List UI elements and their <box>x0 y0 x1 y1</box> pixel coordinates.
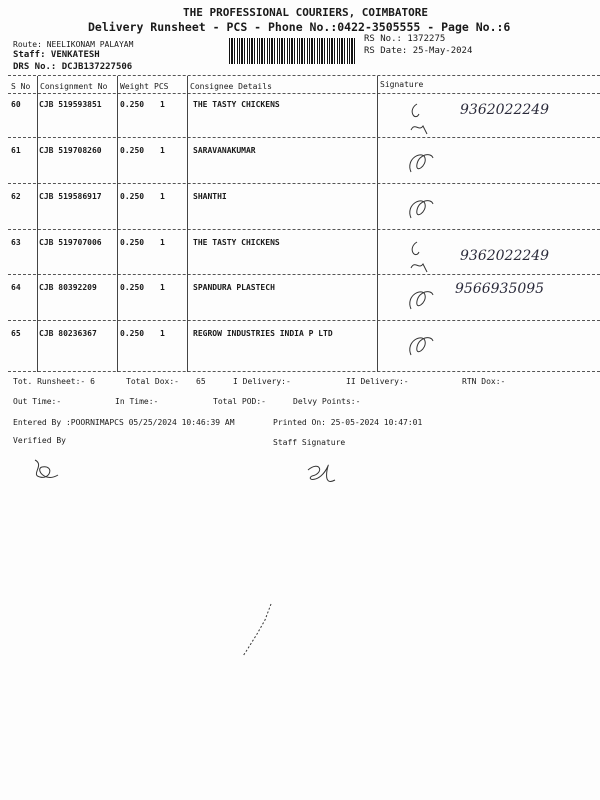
col-consignment: Consignment No <box>40 82 108 91</box>
row-pcs: 1 <box>160 146 165 155</box>
route: Route: NEELIKONAM PALAYAM <box>13 40 134 49</box>
pen-mark <box>242 603 272 657</box>
row-consignment-no: CJB 519593851 <box>39 100 102 109</box>
staff: Staff: VENKATESH <box>13 50 100 60</box>
tot-runsheet: Tot. Runsheet:- 6 <box>13 377 95 386</box>
rs-number: RS No.: 1372275 <box>364 34 446 44</box>
row-pcs: 1 <box>160 192 165 201</box>
printed-on: Printed On: 25-05-2024 10:47:01 <box>273 418 423 427</box>
recipient-signature <box>409 200 434 219</box>
row-weight: 0.250 <box>120 329 145 338</box>
row-sno: 60 <box>11 100 21 109</box>
row-consignee: SARAVANAKUMAR <box>193 146 256 155</box>
row-consignee: REGROW INDUSTRIES INDIA P LTD <box>193 329 333 338</box>
rs-date: RS Date: 25-May-2024 <box>364 46 473 56</box>
col-weight: Weight <box>120 82 149 91</box>
row-consignment-no: CJB 80236367 <box>39 329 97 338</box>
row-sno: 63 <box>11 238 21 247</box>
row-weight: 0.250 <box>120 100 145 109</box>
col-signature: Signature <box>380 80 424 89</box>
row-weight: 0.250 <box>120 146 145 155</box>
row-consignee: SPANDURA PLASTECH <box>193 283 275 292</box>
verified-by: Verified By <box>13 436 66 445</box>
col-sno: S No <box>11 82 31 91</box>
handwritten-phone-note: 9566935095 <box>455 281 545 297</box>
row-pcs: 1 <box>160 283 165 292</box>
recipient-signature <box>410 241 428 273</box>
row-consignment-no: CJB 519586917 <box>39 192 102 201</box>
row-sno: 64 <box>11 283 21 292</box>
col-consignee: Consignee Details <box>190 82 272 91</box>
row-weight: 0.250 <box>120 283 145 292</box>
row-sno: 62 <box>11 192 21 201</box>
handwritten-phone-note: 9362022249 <box>460 102 550 118</box>
row-consignment-no: CJB 519707006 <box>39 238 102 247</box>
row-consignment-no: CJB 519708260 <box>39 146 102 155</box>
i-delivery: I Delivery:- <box>233 377 291 386</box>
row-pcs: 1 <box>160 100 165 109</box>
runsheet-subtitle: Delivery Runsheet - PCS - Phone No.:0422… <box>88 20 511 34</box>
row-pcs: 1 <box>160 238 165 247</box>
total-dox-value: 65 <box>196 377 206 386</box>
in-time: In Time:- <box>115 397 159 406</box>
row-consignee: THE TASTY CHICKENS <box>193 238 280 247</box>
entered-by: Entered By :POORNIMAPCS 05/25/2024 10:46… <box>13 418 235 427</box>
drs-number: DRS No.: DCJB137227506 <box>13 62 133 72</box>
row-weight: 0.250 <box>120 192 145 201</box>
barcode <box>229 38 357 64</box>
delvy-points: Delvy Points:- <box>293 397 361 406</box>
row-pcs: 1 <box>160 329 165 338</box>
row-consignee: SHANTHI <box>193 192 227 201</box>
row-weight: 0.250 <box>120 238 145 247</box>
out-time: Out Time:- <box>13 397 62 406</box>
handwritten-phone-note: 9362022249 <box>460 248 550 264</box>
total-dox: Total Dox:- <box>126 377 179 386</box>
col-pcs: PCS <box>154 82 169 91</box>
total-pod: Total POD:- <box>213 397 266 406</box>
ii-delivery: II Delivery:- <box>346 377 409 386</box>
staff-signature-label: Staff Signature <box>273 438 346 447</box>
recipient-signature <box>409 291 434 310</box>
verifier-signature <box>34 459 59 478</box>
row-consignment-no: CJB 80392209 <box>39 283 97 292</box>
staff-signature <box>307 464 336 482</box>
company-title: THE PROFESSIONAL COURIERS, COIMBATORE <box>183 6 429 19</box>
row-sno: 65 <box>11 329 21 338</box>
recipient-signature <box>409 337 434 356</box>
row-consignee: THE TASTY CHICKENS <box>193 100 280 109</box>
recipient-signature <box>409 154 434 173</box>
rtn-dox: RTN Dox:- <box>462 377 506 386</box>
row-sno: 61 <box>11 146 21 155</box>
recipient-signature <box>410 103 428 135</box>
